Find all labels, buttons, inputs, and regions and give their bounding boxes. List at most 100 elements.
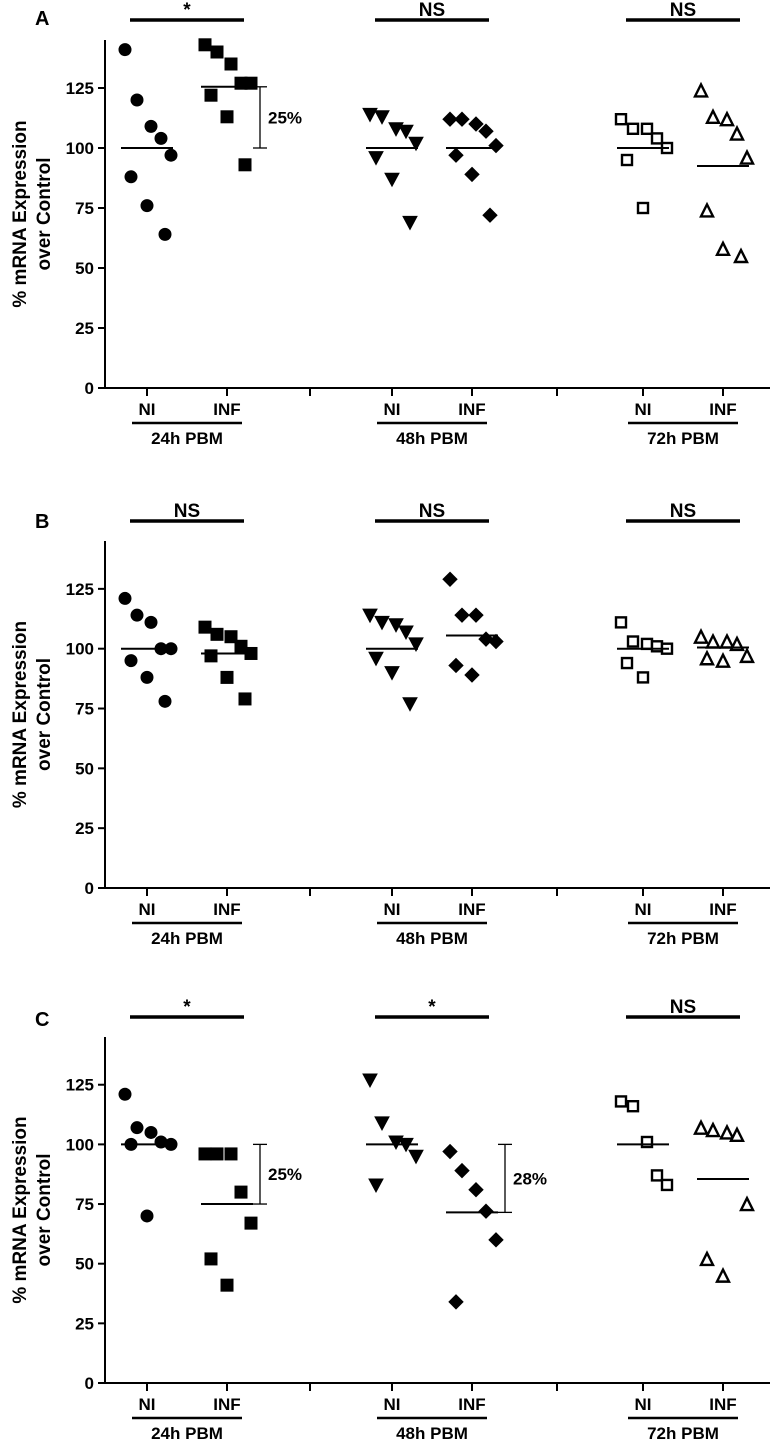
- series-inf: [198, 1147, 258, 1292]
- group-48h-pbm: NI INF 48h PBM NS: [362, 0, 504, 448]
- data-point: [626, 1099, 640, 1113]
- data-point: [699, 201, 715, 218]
- significance-label: NS: [174, 501, 200, 522]
- y-tick-label: 125: [66, 1076, 94, 1095]
- data-point: [224, 630, 238, 644]
- data-point: [124, 170, 138, 184]
- x-tick-label-inf: INF: [709, 400, 736, 419]
- data-point: [368, 651, 384, 667]
- percent-change-label: 25%: [268, 108, 302, 127]
- data-point: [238, 158, 252, 172]
- data-point: [210, 627, 224, 641]
- group-label: 24h PBM: [151, 429, 223, 448]
- data-point: [705, 1121, 721, 1138]
- y-axis-label-line2: over Control: [34, 158, 55, 271]
- data-point: [488, 137, 504, 154]
- data-point: [739, 1195, 755, 1212]
- series-inf: [442, 111, 504, 223]
- data-point: [442, 111, 458, 127]
- data-point: [640, 1135, 654, 1149]
- data-point: [368, 151, 384, 166]
- data-point: [368, 1178, 384, 1193]
- data-point: [224, 1147, 238, 1161]
- data-point: [705, 108, 721, 125]
- significance-label: NS: [419, 501, 445, 522]
- data-point: [636, 671, 650, 684]
- series-ni: [118, 43, 178, 241]
- data-point: [144, 615, 158, 629]
- data-point: [398, 124, 414, 140]
- data-point: [140, 199, 154, 213]
- x-tick-label-inf: INF: [213, 900, 240, 919]
- significance-label: *: [183, 0, 191, 21]
- data-point: [614, 1095, 628, 1108]
- x-tick-label-ni: NI: [384, 900, 401, 919]
- series-inf: [198, 38, 258, 172]
- data-point: [130, 608, 144, 622]
- data-point: [198, 1147, 212, 1161]
- y-axis-label-line1: % mRNA Expression: [10, 1116, 31, 1303]
- y-tick-label: 100: [66, 1135, 94, 1154]
- data-point: [362, 1073, 378, 1089]
- data-point: [464, 166, 480, 183]
- y-tick-label: 100: [66, 640, 94, 659]
- y-tick-label: 100: [66, 139, 94, 158]
- group-24h-pbm: NI INF 24h PBM * 25%: [118, 997, 302, 1443]
- data-point: [158, 694, 172, 708]
- data-point: [374, 615, 390, 631]
- significance-label: NS: [419, 0, 445, 21]
- series-ni: [614, 616, 674, 684]
- data-point: [384, 666, 400, 681]
- series-inf: [693, 1118, 755, 1283]
- data-point: [220, 1278, 234, 1292]
- group-label: 24h PBM: [151, 1424, 223, 1443]
- y-axis-label-line1: % mRNA Expression: [10, 120, 31, 307]
- y-axis-label-line2: over Control: [34, 1154, 55, 1267]
- data-point: [234, 639, 248, 653]
- data-point: [442, 1143, 458, 1160]
- data-point: [482, 207, 498, 223]
- y-tick-label: 75: [75, 700, 94, 719]
- x-tick-label-inf: INF: [458, 1395, 485, 1414]
- percent-bracket: 28%: [498, 1143, 547, 1214]
- series-inf: [442, 571, 504, 683]
- y-axis-label-line1: % mRNA Expression: [10, 621, 31, 808]
- data-point: [640, 637, 654, 651]
- data-point: [739, 148, 755, 165]
- data-point: [488, 633, 504, 650]
- group-label: 48h PBM: [396, 1424, 468, 1443]
- data-point: [620, 153, 634, 167]
- significance-label: *: [428, 997, 436, 1018]
- group-48h-pbm: NI INF 48h PBM * 28%: [362, 997, 547, 1443]
- group-24h-pbm: NI INF 24h PBM NS: [118, 501, 258, 948]
- data-point: [699, 649, 715, 666]
- panel-letter: A: [35, 8, 49, 30]
- data-point: [220, 670, 234, 684]
- data-point: [488, 1232, 504, 1248]
- percent-change-label: 28%: [513, 1169, 547, 1188]
- data-point: [362, 107, 378, 123]
- data-point: [402, 697, 418, 712]
- significance-label: NS: [670, 997, 696, 1018]
- data-point: [158, 227, 172, 241]
- data-point: [729, 1126, 745, 1143]
- data-point: [130, 93, 144, 107]
- data-point: [640, 122, 654, 136]
- data-point: [650, 1169, 664, 1182]
- significance-label: NS: [670, 0, 696, 21]
- data-point: [468, 116, 484, 132]
- data-point: [408, 1149, 424, 1165]
- y-tick-label: 25: [75, 819, 94, 838]
- data-point: [448, 657, 464, 674]
- data-point: [234, 1185, 248, 1199]
- series-ni: [362, 1073, 424, 1193]
- data-point: [614, 616, 628, 629]
- data-point: [388, 618, 404, 633]
- data-point: [124, 654, 138, 668]
- y-axis-label-line2: over Control: [34, 658, 55, 771]
- data-point: [660, 1178, 674, 1192]
- group-48h-pbm: NI INF 48h PBM NS: [362, 501, 504, 948]
- data-point: [719, 1123, 735, 1140]
- y-tick-label: 0: [85, 1374, 94, 1393]
- data-point: [650, 640, 664, 653]
